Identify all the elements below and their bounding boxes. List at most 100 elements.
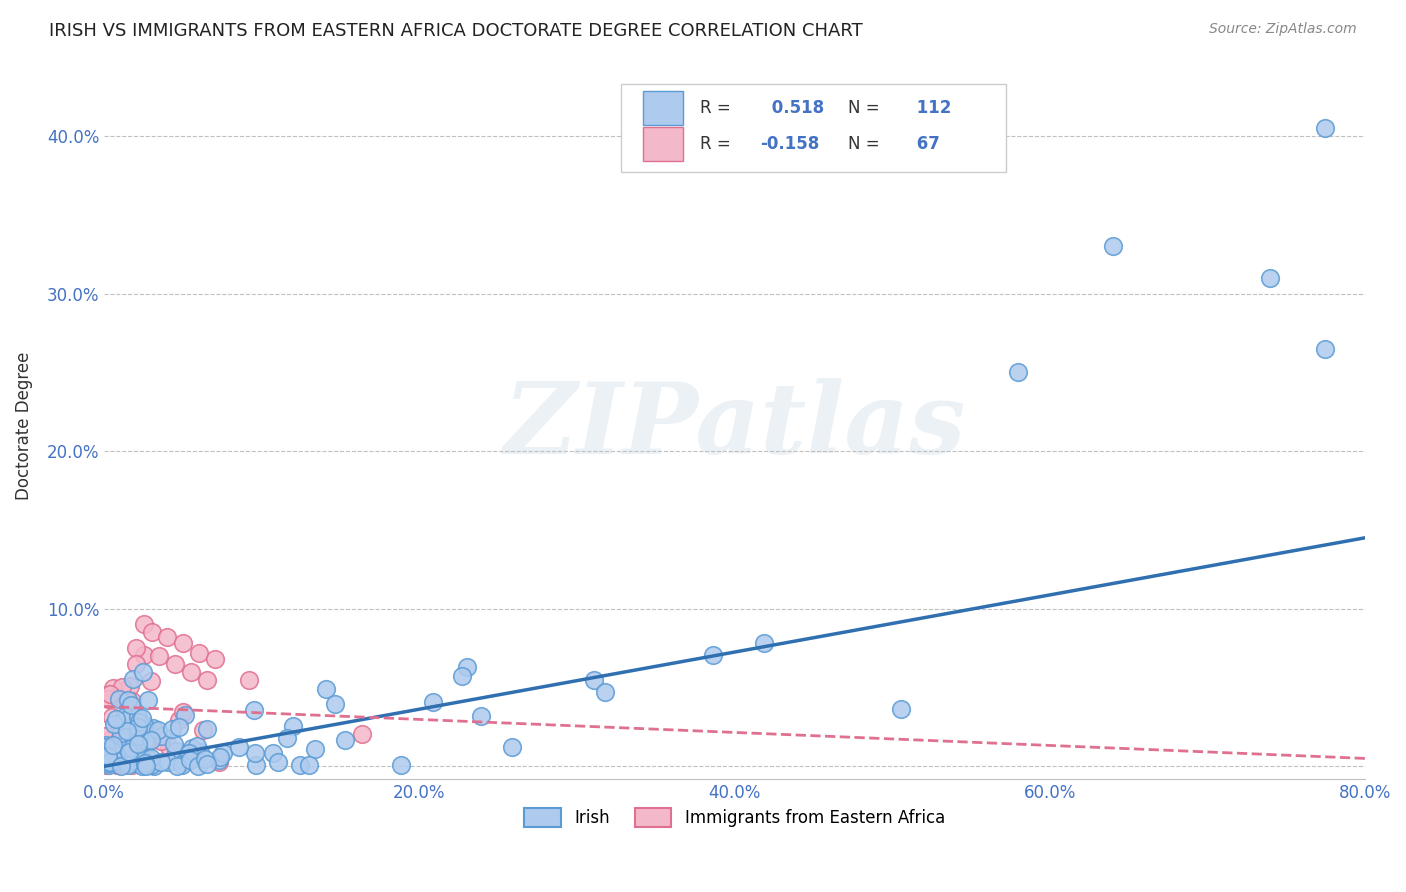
- Point: [98, 742, 121, 756]
- Text: N =: N =: [848, 99, 880, 117]
- Point: [191, 723, 214, 737]
- Point: [323, 697, 346, 711]
- Point: [129, 723, 152, 738]
- Point: [134, 734, 156, 748]
- Point: [139, 733, 162, 747]
- Point: [142, 721, 165, 735]
- Bar: [643, 128, 683, 161]
- Point: [752, 636, 775, 650]
- Point: [111, 680, 134, 694]
- Point: [150, 729, 173, 743]
- Point: [104, 712, 127, 726]
- Point: [127, 737, 149, 751]
- Point: [1101, 239, 1123, 253]
- Point: [118, 745, 141, 759]
- Point: [1315, 342, 1337, 356]
- Point: [1007, 365, 1029, 379]
- Point: [125, 657, 148, 671]
- Point: [149, 756, 172, 770]
- Point: [188, 745, 211, 759]
- Text: R =: R =: [700, 99, 731, 117]
- Text: -0.158: -0.158: [759, 136, 818, 153]
- Point: [422, 695, 444, 709]
- Point: [103, 745, 125, 759]
- Point: [195, 673, 218, 687]
- Text: N =: N =: [848, 136, 880, 153]
- Point: [110, 725, 132, 739]
- Point: [97, 748, 120, 763]
- FancyBboxPatch shape: [621, 84, 1005, 172]
- Point: [134, 756, 156, 770]
- Point: [179, 746, 201, 760]
- Point: [128, 715, 150, 730]
- Point: [165, 744, 187, 758]
- Point: [165, 657, 187, 671]
- Point: [172, 758, 194, 772]
- Point: [451, 668, 474, 682]
- Point: [104, 736, 127, 750]
- Point: [136, 736, 159, 750]
- Point: [114, 734, 136, 748]
- Point: [582, 673, 605, 688]
- Point: [132, 752, 155, 766]
- Point: [131, 710, 153, 724]
- Point: [108, 731, 131, 745]
- Text: 112: 112: [911, 99, 952, 117]
- Point: [207, 755, 229, 769]
- Point: [124, 716, 146, 731]
- Point: [1315, 121, 1337, 136]
- Point: [94, 740, 117, 755]
- Point: [228, 740, 250, 755]
- Point: [118, 748, 141, 763]
- Point: [114, 742, 136, 756]
- Point: [470, 709, 492, 723]
- Text: Source: ZipAtlas.com: Source: ZipAtlas.com: [1209, 22, 1357, 37]
- Point: [97, 758, 120, 772]
- Point: [112, 738, 135, 752]
- Text: 0.518: 0.518: [766, 99, 824, 117]
- Point: [94, 745, 117, 759]
- Point: [889, 702, 911, 716]
- Point: [141, 625, 163, 640]
- Point: [172, 636, 194, 650]
- Point: [118, 680, 141, 694]
- Point: [105, 742, 128, 756]
- Point: [110, 734, 132, 748]
- Point: [98, 732, 121, 747]
- Point: [157, 740, 180, 755]
- Point: [121, 741, 143, 756]
- Point: [148, 648, 170, 663]
- Point: [131, 758, 153, 772]
- Point: [131, 720, 153, 734]
- Point: [166, 759, 188, 773]
- Point: [114, 756, 136, 771]
- Point: [96, 752, 118, 766]
- Point: [134, 757, 156, 772]
- Point: [122, 745, 145, 759]
- Point: [208, 753, 231, 767]
- Point: [117, 755, 139, 769]
- Point: [172, 705, 194, 719]
- Y-axis label: Doctorate Degree: Doctorate Degree: [15, 351, 32, 500]
- Point: [456, 659, 478, 673]
- Point: [702, 648, 724, 663]
- Point: [290, 758, 312, 772]
- Point: [333, 732, 356, 747]
- Point: [111, 749, 134, 764]
- Point: [209, 749, 232, 764]
- Point: [143, 730, 166, 744]
- Point: [101, 755, 124, 769]
- Point: [262, 746, 284, 760]
- Point: [114, 732, 136, 747]
- Point: [122, 753, 145, 767]
- Point: [110, 758, 132, 772]
- Point: [117, 757, 139, 772]
- Point: [204, 652, 226, 666]
- Point: [135, 759, 157, 773]
- Point: [283, 718, 305, 732]
- Point: [593, 685, 616, 699]
- Point: [501, 740, 523, 755]
- Point: [114, 714, 136, 728]
- Point: [103, 690, 125, 705]
- Point: [94, 738, 117, 752]
